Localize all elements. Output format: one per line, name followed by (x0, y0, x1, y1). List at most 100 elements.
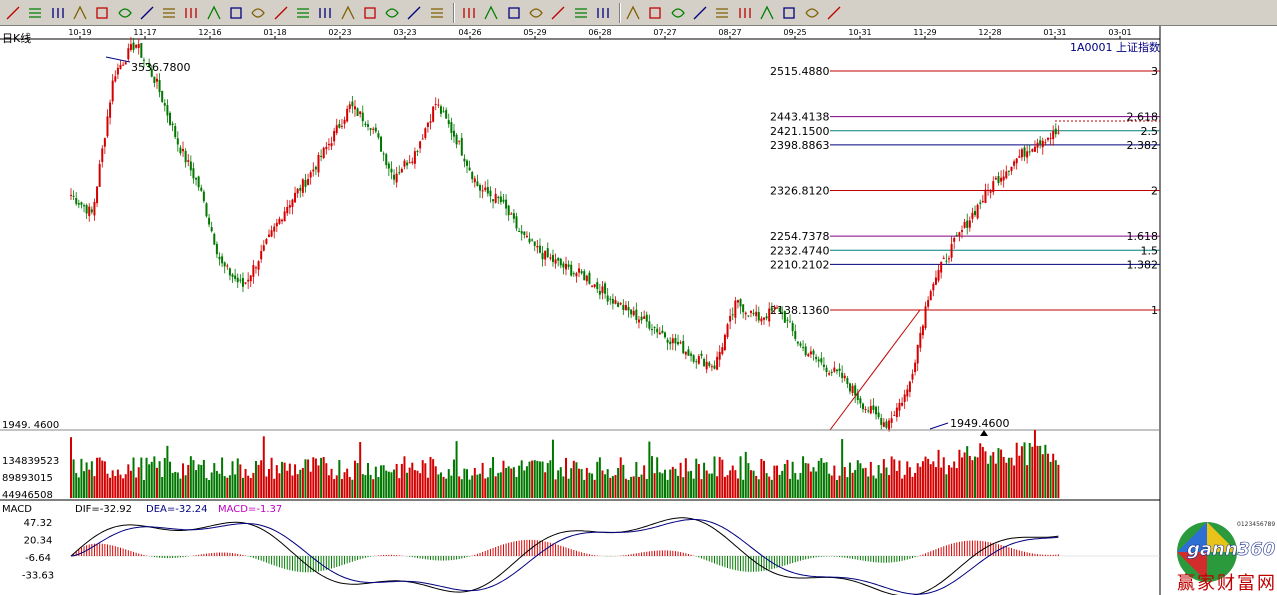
fibonacci-icon[interactable] (115, 2, 135, 23)
volume-bar (176, 472, 179, 498)
candle-body (1033, 146, 1036, 152)
gann-fan-icon[interactable] (226, 2, 246, 23)
candle-body (585, 275, 588, 282)
candle-body (179, 147, 182, 154)
volume-bar (367, 462, 369, 498)
candle-body (421, 138, 424, 140)
ellipse-icon[interactable] (481, 2, 501, 23)
candle-body (218, 256, 221, 260)
candle-body (695, 361, 698, 363)
volume-bar (377, 477, 380, 498)
candle-body (679, 342, 682, 344)
candle-body (153, 76, 156, 83)
grid-icon[interactable] (181, 2, 201, 23)
rect-icon[interactable] (548, 2, 568, 23)
speed-line-icon[interactable] (271, 2, 291, 23)
volume-bar (187, 464, 190, 498)
angle-icon[interactable] (427, 2, 447, 23)
volume-bar (979, 443, 982, 498)
box-icon[interactable] (459, 2, 479, 23)
volume-bar (374, 466, 377, 498)
percent-icon[interactable] (645, 2, 665, 23)
volume-bar (1036, 445, 1039, 498)
period-line-icon[interactable] (382, 2, 402, 23)
volume-bar (247, 475, 250, 498)
volume-bar (773, 465, 776, 498)
candle-body (911, 373, 914, 380)
volume-bar (119, 474, 122, 498)
candle-body (265, 239, 268, 244)
scale-icon[interactable] (623, 2, 643, 23)
volume-bar (841, 439, 844, 498)
candle-body (333, 130, 336, 142)
volume-bar (335, 475, 338, 498)
gann-line-icon[interactable] (779, 2, 799, 23)
volume-bar (708, 473, 711, 498)
erase-icon[interactable] (824, 2, 844, 23)
volume-bar (320, 457, 323, 498)
candle-body (502, 199, 505, 202)
candle-body (520, 231, 523, 234)
candle-body (93, 201, 96, 216)
candle-body (747, 315, 750, 317)
volume-bar (419, 473, 422, 498)
fan-icon[interactable] (92, 2, 112, 23)
candle-body (314, 166, 317, 170)
candle-body (320, 155, 323, 157)
gann-square-icon[interactable] (712, 2, 732, 23)
volume-bar (169, 461, 171, 498)
volume-bar (497, 472, 500, 498)
volume-bar (1054, 460, 1057, 498)
volume-bar (424, 463, 427, 498)
gold-icon[interactable] (690, 2, 710, 23)
tree-icon[interactable] (159, 2, 179, 23)
volume-bar (1031, 446, 1034, 498)
volume-bar (953, 461, 956, 498)
parallel-line-icon[interactable] (48, 2, 68, 23)
volume-bar (533, 460, 536, 498)
gann-grid-icon[interactable] (360, 2, 380, 23)
wave-icon[interactable] (593, 2, 613, 23)
arc-icon[interactable] (293, 2, 313, 23)
channel-icon[interactable] (70, 2, 90, 23)
cycle-icon[interactable] (404, 2, 424, 23)
candle-body (1013, 161, 1016, 166)
triangle-icon[interactable] (504, 2, 524, 23)
gold-ratio-icon[interactable] (757, 2, 777, 23)
pencil-icon[interactable] (3, 2, 23, 23)
volume-bar (828, 473, 831, 498)
volume-bar (731, 465, 734, 498)
pitchfork-icon[interactable] (315, 2, 335, 23)
candle-body (627, 307, 630, 311)
volume-bar (135, 477, 138, 498)
candle-body (307, 179, 310, 185)
candle-body (260, 250, 263, 260)
volume-bar (171, 472, 174, 498)
fib-price-label: 2515.4880 (770, 65, 830, 78)
candle-body (565, 263, 567, 270)
candle-body (687, 349, 690, 356)
wave-line-icon[interactable] (802, 2, 822, 23)
macd-title: MACD (2, 504, 32, 515)
gann-box-icon[interactable] (248, 2, 268, 23)
line-tool-icon[interactable] (25, 2, 45, 23)
ratio-icon[interactable] (338, 2, 358, 23)
volume-bar (458, 476, 461, 498)
candle-body (197, 176, 200, 188)
arrow-icon[interactable] (526, 2, 546, 23)
volume-bar (356, 462, 359, 498)
candle-body (606, 295, 609, 302)
volume-bar (155, 467, 158, 498)
flag-icon[interactable] (735, 2, 755, 23)
text-icon[interactable] (571, 2, 591, 23)
candle-body (1041, 140, 1044, 148)
volume-bar (361, 474, 364, 498)
candle-body (895, 407, 898, 418)
bar-icon[interactable] (137, 2, 157, 23)
candle-body (494, 193, 497, 203)
period-icon[interactable] (204, 2, 224, 23)
volume-bar (692, 478, 695, 498)
candle-body (171, 123, 174, 126)
candle-body (567, 264, 570, 267)
coin-icon[interactable] (668, 2, 688, 23)
